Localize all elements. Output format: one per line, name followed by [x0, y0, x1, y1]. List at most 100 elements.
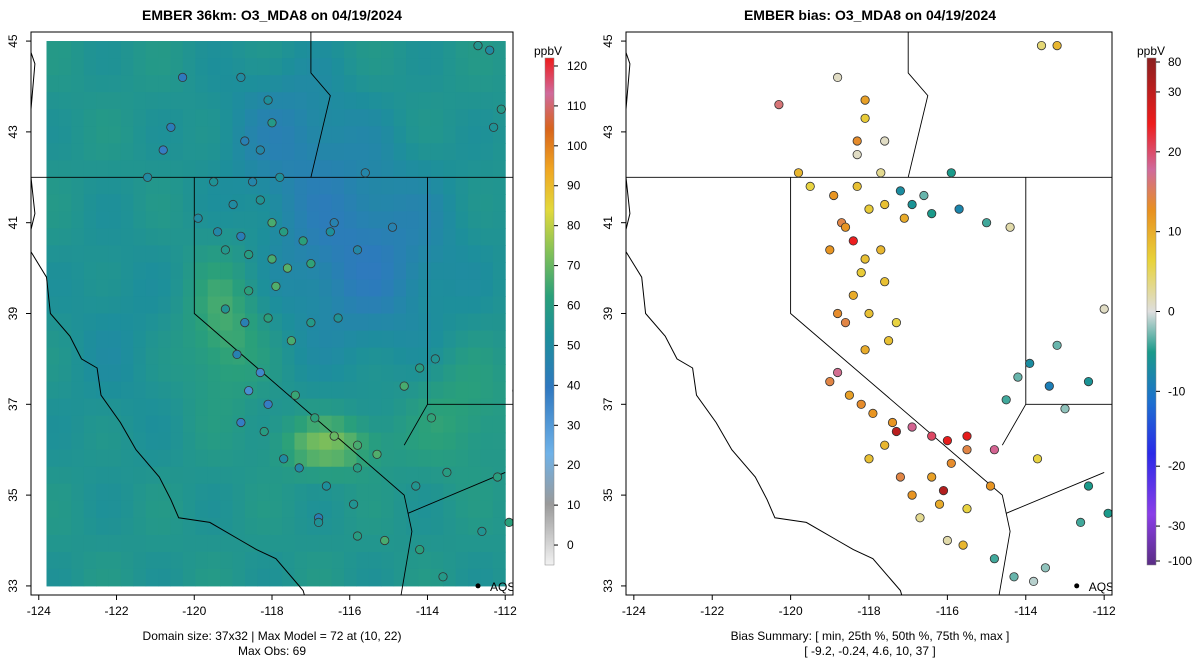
model-cell — [120, 75, 134, 93]
model-cell — [319, 551, 333, 570]
model-cell — [344, 279, 357, 297]
model-cell — [244, 568, 258, 587]
model-cell — [344, 126, 357, 144]
model-cell — [232, 330, 246, 349]
model-cell — [133, 92, 147, 110]
model-cell — [455, 330, 469, 349]
model-cell — [182, 568, 196, 587]
model-cell — [356, 449, 370, 468]
model-cell — [269, 194, 283, 212]
left-ytick-label: 43 — [6, 125, 20, 139]
model-cell — [58, 194, 72, 212]
bias-point-38 — [927, 472, 937, 482]
model-cell — [232, 449, 246, 468]
model-cell — [232, 279, 246, 297]
model-cell — [182, 160, 196, 178]
model-cell — [368, 177, 382, 195]
right-aqs-label: AQS — [1089, 580, 1114, 594]
left-ytick-label: 37 — [6, 397, 20, 411]
model-cell — [96, 126, 110, 144]
model-cell — [120, 279, 134, 297]
model-cell — [294, 449, 308, 468]
model-cell — [220, 143, 233, 161]
model-cell — [319, 330, 333, 349]
bias-point-50 — [1009, 572, 1019, 582]
model-cell — [381, 568, 395, 587]
model-cell — [158, 245, 172, 263]
model-cell — [381, 109, 395, 127]
model-cell — [46, 551, 60, 570]
model-cell — [58, 500, 72, 519]
model-cell — [58, 92, 72, 110]
obs-site-42 — [279, 454, 289, 464]
model-cell — [468, 398, 481, 417]
model-cell — [282, 398, 295, 417]
model-cell — [133, 194, 147, 212]
model-cell — [182, 126, 196, 144]
model-cell — [418, 568, 432, 587]
model-cell — [418, 330, 432, 349]
model-cell — [71, 449, 85, 468]
model-cell — [96, 517, 110, 536]
model-cell — [306, 449, 320, 468]
bias-point-43 — [880, 440, 890, 450]
obs-site-71 — [485, 45, 495, 55]
left-aqs-marker — [475, 583, 481, 589]
model-cell — [220, 228, 233, 246]
model-cell — [145, 432, 159, 451]
model-cell — [344, 347, 357, 366]
model-cell — [356, 228, 370, 246]
model-cell — [207, 194, 221, 212]
model-cell — [381, 347, 395, 366]
model-cell — [83, 58, 97, 76]
bias-point-51 — [1029, 576, 1039, 587]
model-cell — [492, 194, 506, 212]
model-cell — [207, 398, 221, 417]
state-boundary-2 — [310, 32, 331, 178]
model-cell — [120, 228, 134, 246]
state-boundary-1 — [193, 177, 413, 595]
model-cell — [393, 279, 407, 297]
model-cell — [170, 177, 184, 195]
model-cell — [455, 364, 469, 383]
model-cell — [480, 245, 494, 263]
model-cell — [368, 415, 382, 434]
model-cell — [71, 381, 85, 400]
model-cell — [319, 41, 333, 59]
model-cell — [96, 245, 110, 263]
model-cell — [120, 296, 134, 314]
model-cell — [393, 109, 407, 127]
model-cell — [145, 245, 159, 263]
model-cell — [46, 500, 60, 519]
model-cell — [430, 211, 444, 229]
model-cell — [182, 500, 196, 519]
model-cell — [480, 92, 494, 110]
model-cell — [182, 58, 196, 76]
right-footer-line1: Bias Summary: [ min, 25th %, 50th %, 75t… — [731, 629, 1010, 643]
obs-site-53 — [426, 413, 436, 423]
model-cell — [418, 398, 432, 417]
model-cell — [368, 381, 382, 400]
model-cell — [133, 177, 147, 195]
model-cell — [492, 415, 506, 434]
model-cell — [96, 347, 110, 366]
model-cell — [443, 398, 457, 417]
model-cell — [381, 330, 395, 349]
model-cell — [83, 381, 97, 400]
model-cell — [46, 245, 60, 263]
model-cell — [145, 194, 159, 212]
model-cell — [344, 262, 357, 280]
model-cell — [331, 58, 345, 76]
model-cell — [207, 41, 221, 59]
model-cell — [133, 75, 147, 93]
model-cell — [96, 279, 110, 297]
model-cell — [443, 160, 457, 178]
model-cell — [83, 449, 97, 468]
model-cell — [319, 211, 333, 229]
model-cell — [319, 279, 333, 297]
model-cell — [71, 211, 85, 229]
model-cell — [195, 551, 209, 570]
model-cell — [244, 517, 258, 536]
bias-point-76 — [1036, 40, 1047, 51]
model-cell — [170, 228, 184, 246]
